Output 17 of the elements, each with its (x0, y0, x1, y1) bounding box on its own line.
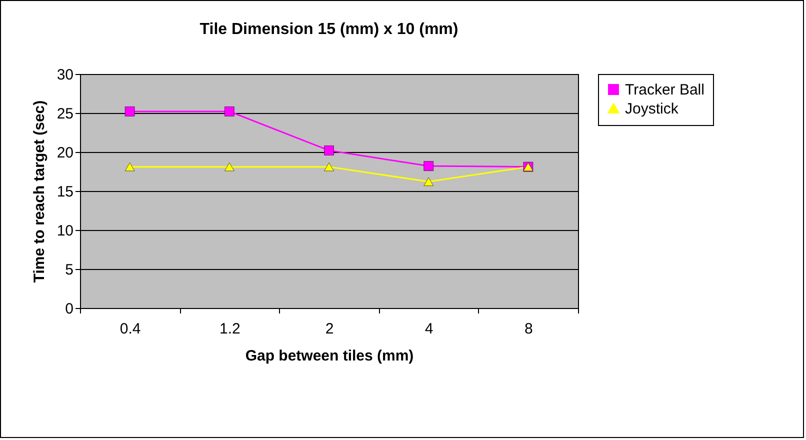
x-tick-label: 0.4 (120, 320, 141, 338)
y-tick-label: 30 (56, 66, 74, 84)
y-tick-label: 20 (56, 144, 74, 162)
legend-label: Tracker Ball (625, 82, 704, 98)
x-axis-title: Gap between tiles (mm) (245, 348, 414, 364)
y-tick-label: 0 (65, 300, 74, 318)
y-axis-title: Time to reach target (sec) (30, 100, 48, 283)
x-tick-label: 4 (424, 320, 434, 338)
chart-title: Tile Dimension 15 (mm) x 10 (mm) (200, 21, 458, 38)
y-tick-label: 25 (56, 106, 74, 122)
legend-label: Joystick (625, 100, 679, 118)
y-tick-label: 15 (56, 184, 74, 200)
x-tick-label: 8 (524, 320, 533, 338)
y-tick-label: 5 (65, 262, 74, 278)
x-tick-label: 2 (325, 320, 334, 338)
y-tick-label: 10 (56, 222, 74, 240)
x-tick-label: 1.2 (219, 320, 240, 338)
